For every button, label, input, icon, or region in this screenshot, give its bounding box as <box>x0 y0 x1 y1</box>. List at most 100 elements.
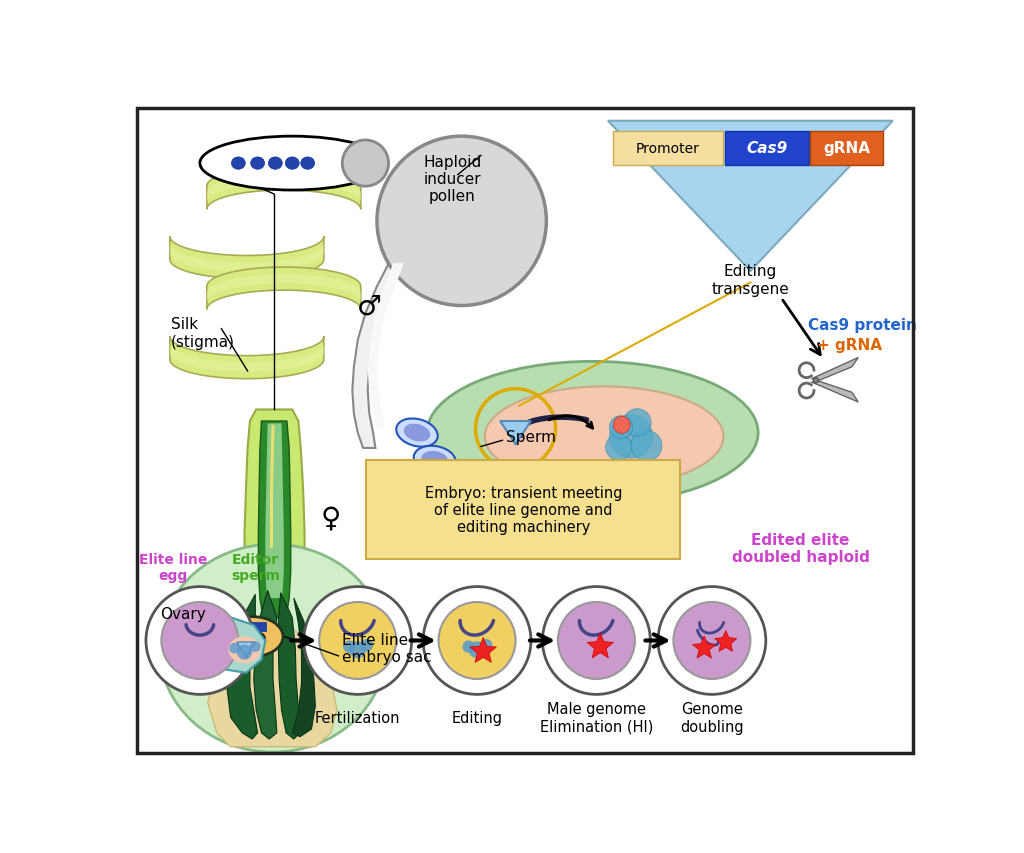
Ellipse shape <box>251 158 264 170</box>
Polygon shape <box>170 244 324 272</box>
Polygon shape <box>207 275 360 303</box>
Circle shape <box>304 587 412 694</box>
Polygon shape <box>368 264 403 429</box>
Polygon shape <box>170 344 324 372</box>
Circle shape <box>605 435 632 461</box>
Circle shape <box>342 141 388 187</box>
Polygon shape <box>254 591 276 740</box>
Ellipse shape <box>241 633 255 642</box>
Circle shape <box>360 639 373 652</box>
Polygon shape <box>715 630 736 652</box>
Ellipse shape <box>301 158 314 170</box>
Text: Ovary: Ovary <box>160 606 206 621</box>
Polygon shape <box>587 633 613 658</box>
Circle shape <box>162 602 239 679</box>
Text: gRNA: gRNA <box>823 141 870 156</box>
Polygon shape <box>207 268 360 310</box>
Circle shape <box>674 602 751 679</box>
Text: Editing
transgene: Editing transgene <box>712 264 790 296</box>
Circle shape <box>469 641 485 659</box>
Circle shape <box>543 587 650 694</box>
Polygon shape <box>258 421 291 618</box>
Text: Sperm: Sperm <box>506 429 556 444</box>
Polygon shape <box>692 636 716 659</box>
Ellipse shape <box>421 451 449 468</box>
Circle shape <box>377 137 547 306</box>
Polygon shape <box>812 381 858 403</box>
Text: Male genome
Elimination (HI): Male genome Elimination (HI) <box>540 701 653 734</box>
Polygon shape <box>217 618 265 673</box>
Polygon shape <box>352 260 408 449</box>
Text: Editing: Editing <box>452 711 503 725</box>
Text: Fertilization: Fertilization <box>315 711 400 725</box>
Text: Elite line
embryo sac: Elite line embryo sac <box>342 632 432 664</box>
FancyBboxPatch shape <box>810 131 883 165</box>
Ellipse shape <box>403 424 430 442</box>
Polygon shape <box>237 642 255 658</box>
Text: ♀: ♀ <box>321 503 341 531</box>
Circle shape <box>558 602 635 679</box>
Ellipse shape <box>228 636 261 664</box>
Polygon shape <box>207 175 360 203</box>
Ellipse shape <box>160 544 387 752</box>
Polygon shape <box>170 337 324 380</box>
Circle shape <box>813 379 818 384</box>
Circle shape <box>631 431 662 461</box>
Circle shape <box>237 645 252 660</box>
Ellipse shape <box>268 158 283 170</box>
Ellipse shape <box>414 446 456 473</box>
Polygon shape <box>812 358 858 381</box>
Polygon shape <box>608 122 893 271</box>
Polygon shape <box>207 168 360 210</box>
Circle shape <box>613 417 631 434</box>
Ellipse shape <box>200 137 385 191</box>
Polygon shape <box>245 410 304 625</box>
Circle shape <box>609 416 633 439</box>
Polygon shape <box>208 625 337 747</box>
Polygon shape <box>279 593 301 740</box>
Ellipse shape <box>286 158 299 170</box>
Polygon shape <box>292 599 315 737</box>
FancyBboxPatch shape <box>229 623 266 631</box>
Text: Silk
(stigma): Silk (stigma) <box>171 317 234 349</box>
Circle shape <box>609 415 652 458</box>
Circle shape <box>343 641 355 653</box>
Circle shape <box>624 409 651 437</box>
Text: Promoter: Promoter <box>636 142 700 155</box>
Text: Editor
sperm: Editor sperm <box>230 553 280 583</box>
Circle shape <box>423 587 531 694</box>
Circle shape <box>229 643 240 653</box>
Circle shape <box>480 639 493 652</box>
Ellipse shape <box>396 419 437 447</box>
FancyBboxPatch shape <box>612 131 724 165</box>
Circle shape <box>438 602 515 679</box>
Circle shape <box>250 641 261 653</box>
Ellipse shape <box>427 362 758 504</box>
Circle shape <box>319 602 396 679</box>
Text: Haploid
inducer
pollen: Haploid inducer pollen <box>423 154 481 204</box>
FancyBboxPatch shape <box>725 131 809 165</box>
Polygon shape <box>265 424 284 599</box>
Text: Cas9 protein: Cas9 protein <box>808 318 918 333</box>
Ellipse shape <box>247 632 265 645</box>
FancyBboxPatch shape <box>367 461 680 560</box>
Text: Elite line
egg: Elite line egg <box>138 553 207 583</box>
Polygon shape <box>226 595 258 740</box>
Text: ♂: ♂ <box>356 293 382 320</box>
Ellipse shape <box>230 630 251 644</box>
Circle shape <box>658 587 766 694</box>
Polygon shape <box>170 237 324 279</box>
Circle shape <box>349 641 367 659</box>
Ellipse shape <box>221 617 283 657</box>
Text: Edited elite
doubled haploid: Edited elite doubled haploid <box>731 532 869 565</box>
Text: + gRNA: + gRNA <box>817 337 883 352</box>
Polygon shape <box>500 421 531 444</box>
Circle shape <box>146 587 254 694</box>
Ellipse shape <box>231 158 246 170</box>
Text: Cas9: Cas9 <box>746 141 787 156</box>
Circle shape <box>463 641 475 653</box>
Ellipse shape <box>484 387 724 487</box>
Polygon shape <box>270 426 274 548</box>
Text: Embryo: transient meeting
of elite line genome and
editing machinery: Embryo: transient meeting of elite line … <box>425 485 622 535</box>
Polygon shape <box>470 638 497 663</box>
